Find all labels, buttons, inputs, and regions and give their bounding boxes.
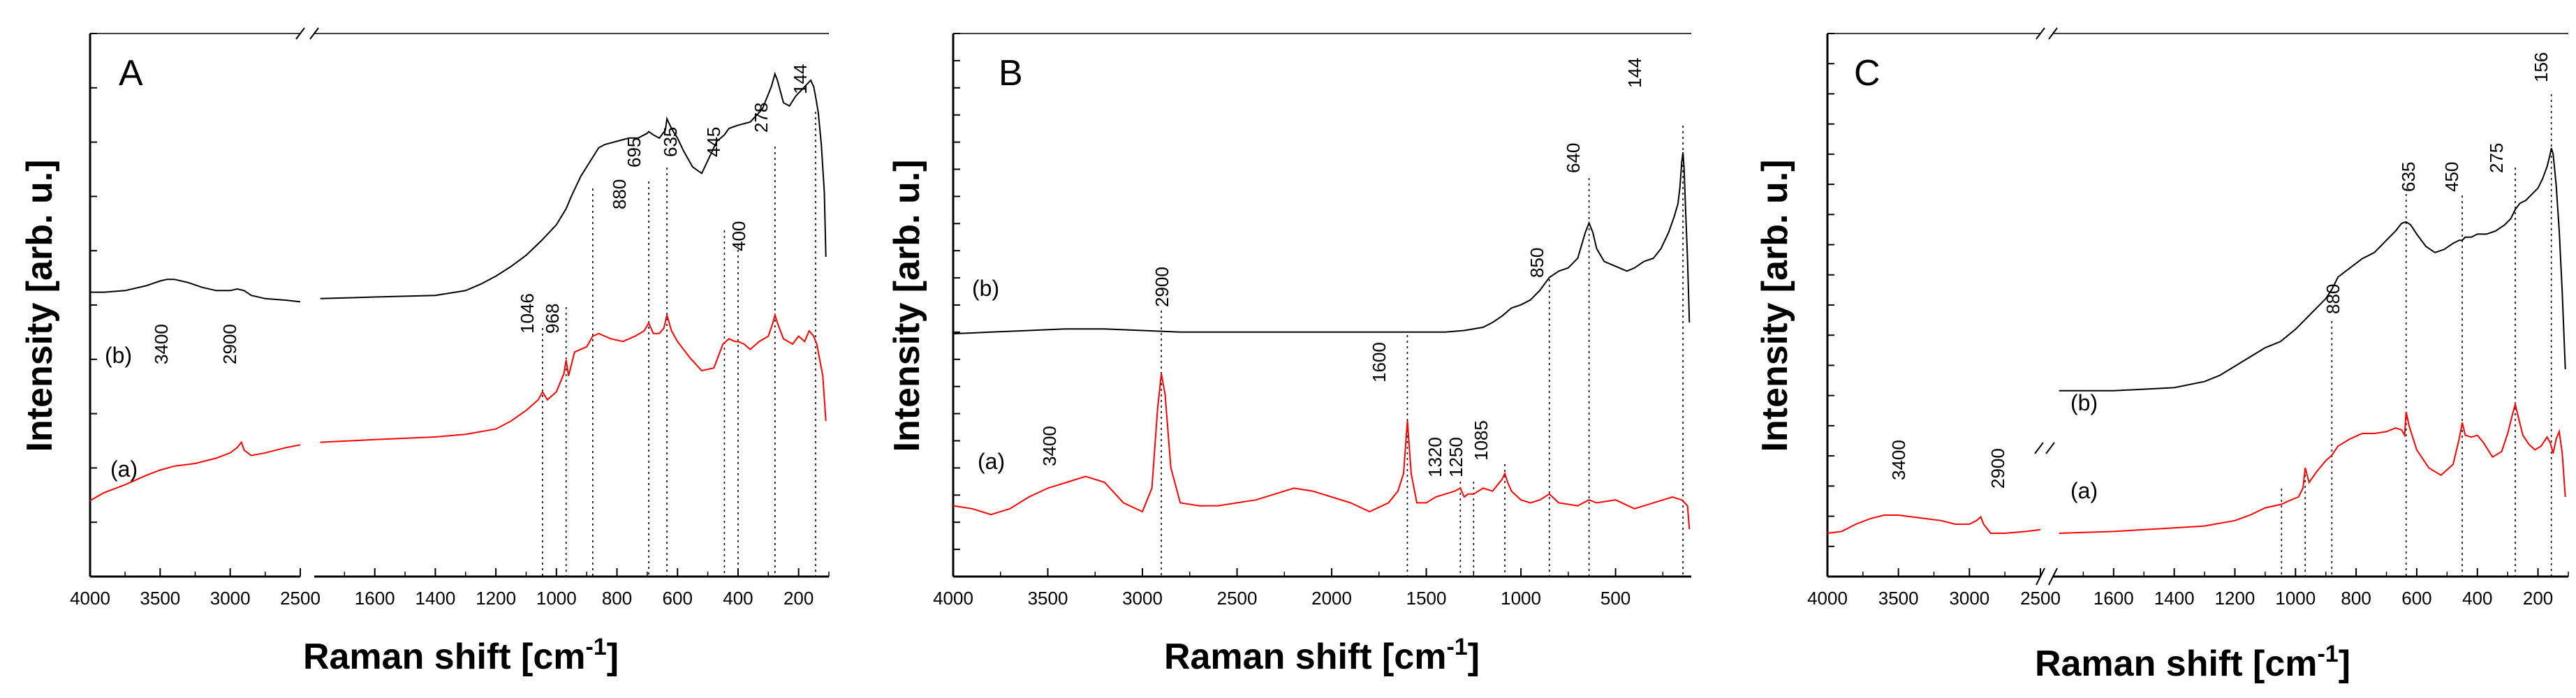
x-axis-label: Raman shift [cm-1] [1164,634,1480,677]
peak-label-2900: 2900 [1151,267,1172,307]
peak-label-2900: 2900 [219,324,240,364]
curve-label-a: (a) [978,449,1005,474]
axis-break-top [295,27,319,40]
peak-label-968: 968 [542,304,563,334]
y-axis-label: Intensity [arb. u.] [1755,160,1795,452]
peak-label-1600: 1600 [1369,342,1390,383]
x-tick-label: 800 [602,588,632,609]
peak-label-275: 275 [2486,143,2507,173]
curve-label-a: (a) [2070,478,2098,503]
x-tick-label: 1400 [415,588,455,609]
x-tick-label: 2500 [280,588,321,609]
peak-label-144: 144 [790,64,811,94]
x-tick-label: 1000 [536,588,577,609]
panel-label: B [999,53,1023,94]
peak-label-400: 400 [728,221,749,251]
x-tick-label: 1500 [1406,588,1447,609]
x-tick-label: 400 [723,588,753,609]
x-ticks: 4000 3500 3000 2500 1600 1400 1200 1000 800 600 40… [1807,568,2569,609]
x-axis-label: Raman shift [cm-1] [303,634,619,677]
peak-label-156: 156 [2531,52,2552,82]
peak-label-1085: 1085 [1471,420,1492,461]
x-tick-label: 1000 [1501,588,1541,609]
x-tick-label: 3500 [1878,588,1919,609]
x-tick-label: 1200 [2215,588,2255,609]
peak-label-635: 635 [660,127,681,157]
x-tick-label: 500 [1600,588,1631,609]
x-ticks: 4000 3500 3000 2500 1600 1400 1200 1000 800 600 40… [70,568,830,609]
trace-b [90,71,827,303]
panel-b: 4000 3500 3000 2500 2000 1500 1000 500 B (b) (a… [887,33,1691,677]
x-tick-label: 1600 [2093,588,2134,609]
panel-a: 4000 3500 3000 2500 1600 1400 1200 1000 800 600 40… [20,27,830,677]
trace-a [89,312,827,502]
x-tick-label: 600 [663,588,693,609]
peak-label-3400: 3400 [1039,426,1060,466]
x-tick-label: 3500 [140,588,180,609]
peak-label-445: 445 [703,127,724,157]
panel-c: 4000 3500 3000 2500 1600 1400 1200 1000 800 600 40… [1755,27,2569,684]
peak-guides [2281,94,2552,577]
y-axis-label: Intensity [arb. u.] [20,160,60,452]
x-tick-label: 3000 [1122,588,1163,609]
x-tick-label: 1000 [2275,588,2316,609]
peak-label-278: 278 [751,103,772,133]
peak-label-880: 880 [609,179,630,209]
y-ticks [1827,33,1834,577]
panel-label: C [1854,53,1881,94]
x-tick-label: 400 [2462,588,2492,609]
peak-guides [542,112,816,577]
peak-label-1046: 1046 [517,293,538,334]
peak-label-144: 144 [1624,58,1645,88]
peak-label-1250: 1250 [1445,437,1466,477]
x-axis-label: Raman shift [cm-1] [2035,641,2350,684]
curve-label-a: (a) [110,456,138,482]
x-tick-label: 1400 [2154,588,2195,609]
x-ticks: 4000 3500 3000 2500 2000 1500 1000 500 [933,568,1664,609]
peak-label-3400: 3400 [151,324,172,364]
x-tick-label: 3500 [1028,588,1068,609]
x-tick-label: 3000 [1949,588,1989,609]
x-tick-label: 4000 [1807,588,1848,609]
axis-break-mid [2034,442,2055,454]
x-tick-label: 200 [783,588,814,609]
trace-b [952,152,1691,335]
peak-label-695: 695 [624,138,645,168]
x-tick-label: 1200 [476,588,516,609]
x-tick-label: 3000 [210,588,251,609]
trace-a [952,373,1691,530]
x-tick-label: 800 [2341,588,2371,609]
x-tick-label: 4000 [70,588,110,609]
curve-label-b: (b) [2070,390,2098,415]
peak-label-450: 450 [2441,162,2462,192]
x-tick-label: 4000 [933,588,973,609]
x-tick-label: 2500 [1217,588,1258,609]
peak-label-640: 640 [1563,143,1584,173]
y-axis-label: Intensity [arb. u.] [887,160,927,452]
peak-guides [1161,126,1684,577]
axis-break-top [2036,27,2058,40]
x-tick-label: 2000 [1311,588,1352,609]
x-tick-label: 200 [2523,588,2553,609]
y-ticks [90,33,97,577]
peak-label-850: 850 [1526,248,1547,278]
x-tick-label: 1600 [355,588,395,609]
panel-label: A [119,53,143,94]
peak-label-880: 880 [2323,284,2343,314]
x-tick-label: 600 [2401,588,2431,609]
peak-label-2900: 2900 [1987,448,2008,489]
peak-label-635: 635 [2398,162,2419,192]
curve-label-b: (b) [972,276,999,301]
curve-label-b: (b) [105,343,132,368]
trace-a [1827,401,2566,534]
peak-label-3400: 3400 [1888,440,1909,480]
x-tick-label: 2500 [2020,588,2061,609]
y-ticks [953,33,960,577]
trace-b [2059,147,2566,392]
peak-label-1320: 1320 [1425,437,1445,477]
